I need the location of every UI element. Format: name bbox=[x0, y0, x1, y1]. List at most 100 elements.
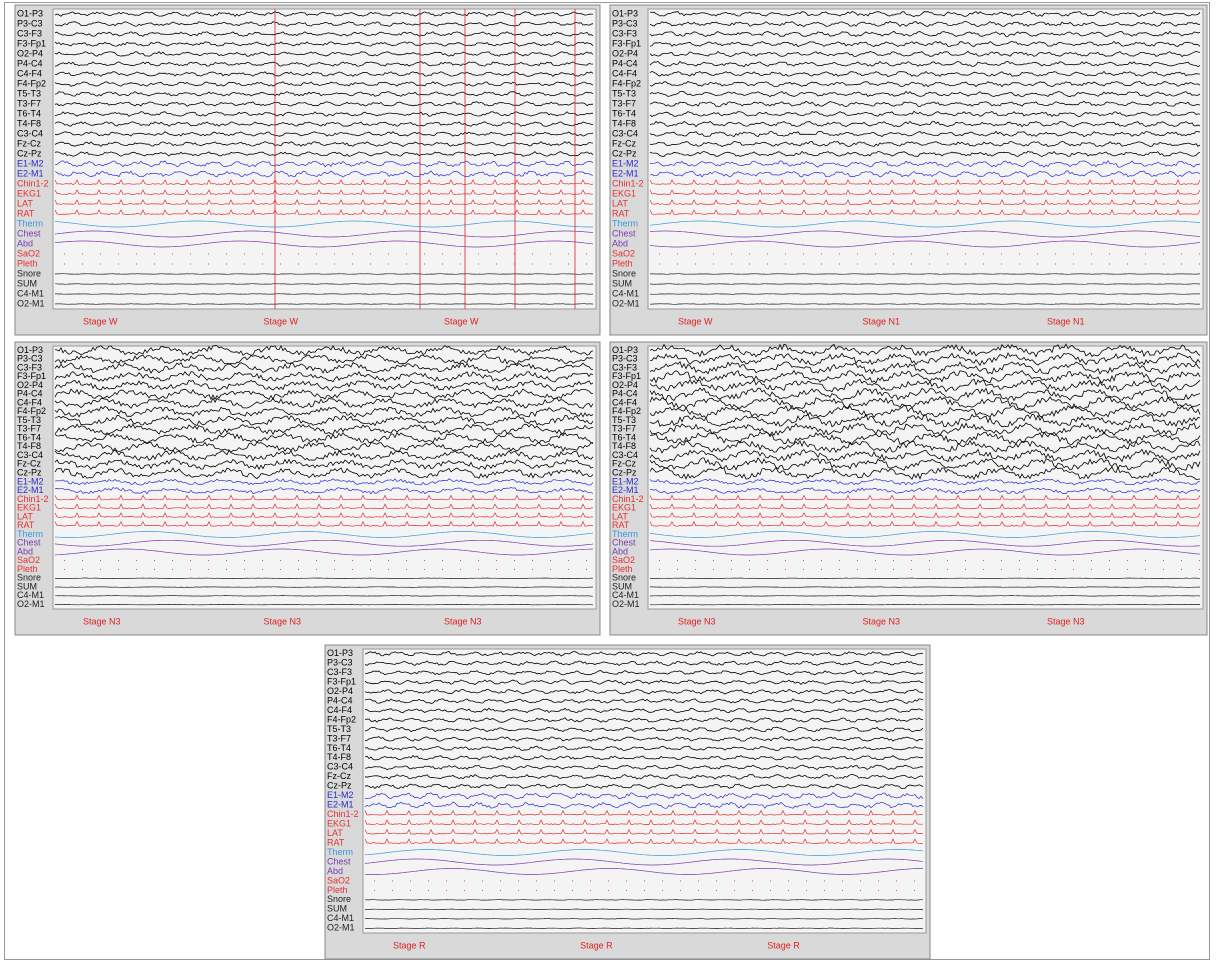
value-dot: · bbox=[405, 258, 408, 268]
channel-label: O2-M1 bbox=[612, 599, 640, 609]
value-dot: · bbox=[369, 564, 372, 574]
value-dot: · bbox=[315, 258, 318, 268]
value-dot: · bbox=[117, 258, 120, 268]
value-dot: · bbox=[531, 258, 534, 268]
value-dot: · bbox=[243, 248, 246, 258]
value-dot: · bbox=[315, 564, 318, 574]
value-dot: · bbox=[427, 885, 430, 895]
value-dot: · bbox=[481, 885, 484, 895]
value-dot: · bbox=[441, 248, 444, 258]
value-dot: · bbox=[81, 258, 84, 268]
value-dot: · bbox=[748, 564, 751, 574]
value-dot: · bbox=[517, 885, 520, 895]
value-dot: · bbox=[243, 258, 246, 268]
value-dot: · bbox=[225, 248, 228, 258]
value-dot: · bbox=[982, 564, 985, 574]
value-dot: · bbox=[1072, 564, 1075, 574]
channel-label: SaO2 bbox=[17, 248, 40, 258]
channel-label: T6-T4 bbox=[612, 108, 636, 118]
value-dot: · bbox=[676, 564, 679, 574]
value-dot: · bbox=[459, 248, 462, 258]
value-dot: · bbox=[387, 248, 390, 258]
value-dot: · bbox=[585, 248, 588, 258]
value-dot: · bbox=[351, 258, 354, 268]
value-dot: · bbox=[877, 885, 880, 895]
value-dot: · bbox=[679, 885, 682, 895]
channel-label: LAT bbox=[17, 198, 33, 208]
value-dot: · bbox=[589, 885, 592, 895]
stage-label: Stage W bbox=[444, 316, 479, 326]
value-dot: · bbox=[423, 564, 426, 574]
value-dot: · bbox=[153, 258, 156, 268]
value-dot: · bbox=[333, 564, 336, 574]
value-dot: · bbox=[445, 885, 448, 895]
value-dot: · bbox=[784, 258, 787, 268]
value-dot: · bbox=[553, 885, 556, 895]
value-dot: · bbox=[513, 258, 516, 268]
channel-label: Cz-Pz bbox=[17, 148, 42, 158]
value-dot: · bbox=[535, 885, 538, 895]
channel-label: SUM bbox=[17, 278, 37, 288]
value-dot: · bbox=[207, 258, 210, 268]
channel-label: P4-C4 bbox=[612, 58, 638, 68]
channel-label: E2-M1 bbox=[612, 168, 639, 178]
value-dot: · bbox=[135, 258, 138, 268]
value-dot: · bbox=[964, 258, 967, 268]
value-dot: · bbox=[712, 564, 715, 574]
channel-label: C3-F3 bbox=[612, 28, 637, 38]
channel-label: F3-Fp1 bbox=[612, 38, 641, 48]
channel-label: E1-M2 bbox=[17, 158, 44, 168]
value-dot: · bbox=[784, 564, 787, 574]
value-dot: · bbox=[928, 564, 931, 574]
value-dot: · bbox=[171, 258, 174, 268]
value-dot: · bbox=[1162, 564, 1165, 574]
value-dot: · bbox=[838, 564, 841, 574]
value-dot: · bbox=[1090, 564, 1093, 574]
value-dot: · bbox=[567, 248, 570, 258]
channel-label: Therm bbox=[17, 218, 43, 228]
value-dot: · bbox=[892, 248, 895, 258]
value-dot: · bbox=[766, 564, 769, 574]
channel-label: Chin1-2 bbox=[17, 178, 49, 188]
channel-label: T4-F8 bbox=[612, 118, 636, 128]
value-dot: · bbox=[117, 248, 120, 258]
stage-label: Stage N3 bbox=[862, 616, 900, 626]
value-dot: · bbox=[820, 258, 823, 268]
channel-label: Fz-Cz bbox=[612, 138, 636, 148]
psg-panel: O1-P3P3-C3C3-F3F3-Fp1O2-P4P4-C4C4-F4F4-F… bbox=[15, 342, 600, 635]
value-dot: · bbox=[910, 564, 913, 574]
value-dot: · bbox=[373, 885, 376, 895]
value-dot: · bbox=[1090, 258, 1093, 268]
channel-label: T4-F8 bbox=[17, 118, 41, 128]
value-dot: · bbox=[207, 564, 210, 574]
value-dot: · bbox=[1018, 258, 1021, 268]
value-dot: · bbox=[135, 564, 138, 574]
channel-label: O2-M1 bbox=[612, 298, 640, 308]
channel-label: Chin1-2 bbox=[612, 178, 644, 188]
channel-label: SaO2 bbox=[612, 248, 635, 258]
value-dot: · bbox=[820, 564, 823, 574]
value-dot: · bbox=[928, 248, 931, 258]
value-dot: · bbox=[964, 248, 967, 258]
value-dot: · bbox=[441, 564, 444, 574]
value-dot: · bbox=[913, 885, 916, 895]
value-dot: · bbox=[63, 248, 66, 258]
value-dot: · bbox=[1126, 248, 1129, 258]
channel-label: Pleth bbox=[612, 258, 633, 268]
value-dot: · bbox=[766, 248, 769, 258]
value-dot: · bbox=[787, 885, 790, 895]
value-dot: · bbox=[1054, 564, 1057, 574]
channel-label: F3-Fp1 bbox=[17, 38, 46, 48]
stage-label: Stage R bbox=[393, 940, 426, 950]
value-dot: · bbox=[1018, 248, 1021, 258]
value-dot: · bbox=[261, 248, 264, 258]
value-dot: · bbox=[1180, 258, 1183, 268]
value-dot: · bbox=[730, 564, 733, 574]
value-dot: · bbox=[946, 248, 949, 258]
channel-label: O1-P3 bbox=[612, 8, 638, 18]
channel-label: RAT bbox=[612, 208, 630, 218]
channel-label: EKG1 bbox=[612, 188, 636, 198]
value-dot: · bbox=[694, 258, 697, 268]
channel-label: C4-F4 bbox=[612, 68, 637, 78]
value-dot: · bbox=[513, 564, 516, 574]
